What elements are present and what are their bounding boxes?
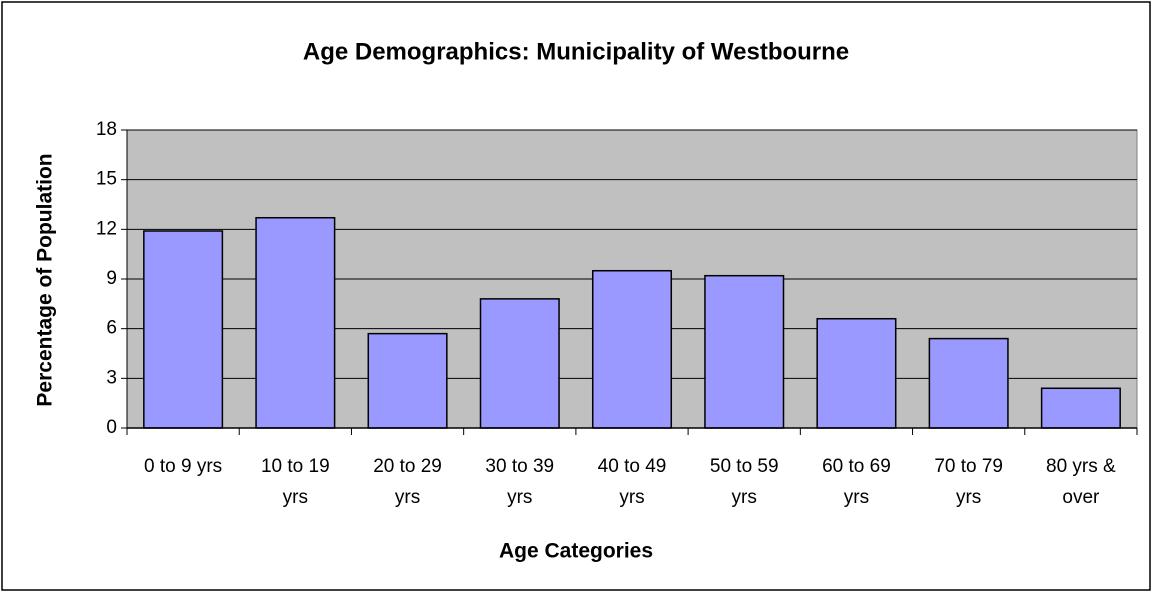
x-tick-label: 40 to 49 yrs: [597, 456, 667, 508]
x-tick-label: 20 to 29 yrs: [373, 456, 442, 508]
x-tick-label: 0 to 9 yrs: [144, 456, 223, 477]
bar: [479, 298, 560, 429]
x-axis-label: Age Categories: [499, 540, 653, 563]
x-tick-label: 10 to 19 yrs: [260, 456, 330, 508]
y-tick-label: 6: [106, 318, 117, 339]
y-tick-label: 9: [106, 268, 117, 289]
x-tick-label: 60 to 69 yrs: [822, 456, 891, 508]
bar: [255, 216, 336, 429]
bar: [591, 269, 673, 429]
y-tick-label: 12: [96, 218, 117, 239]
y-tick-label: 3: [106, 367, 117, 388]
bar: [1040, 387, 1121, 429]
x-tick-label: 50 to 59 yrs: [709, 456, 779, 508]
x-tick-label: 70 to 79 yrs: [934, 456, 1003, 508]
bar: [928, 337, 1009, 429]
bar: [704, 274, 785, 429]
y-tick-label: 0: [106, 417, 117, 438]
bar: [143, 230, 224, 429]
bar: [367, 332, 448, 429]
x-tick-label: 30 to 39 yrs: [485, 456, 555, 508]
y-tick-label: 15: [96, 169, 117, 190]
y-axis-label: Percentage of Population: [34, 153, 57, 406]
bar: [816, 317, 897, 429]
chart-title: Age Demographics: Municipality of Westbo…: [303, 38, 849, 65]
x-tick-label: 80 yrs & over: [1046, 456, 1116, 508]
y-tick-label: 18: [96, 119, 117, 140]
